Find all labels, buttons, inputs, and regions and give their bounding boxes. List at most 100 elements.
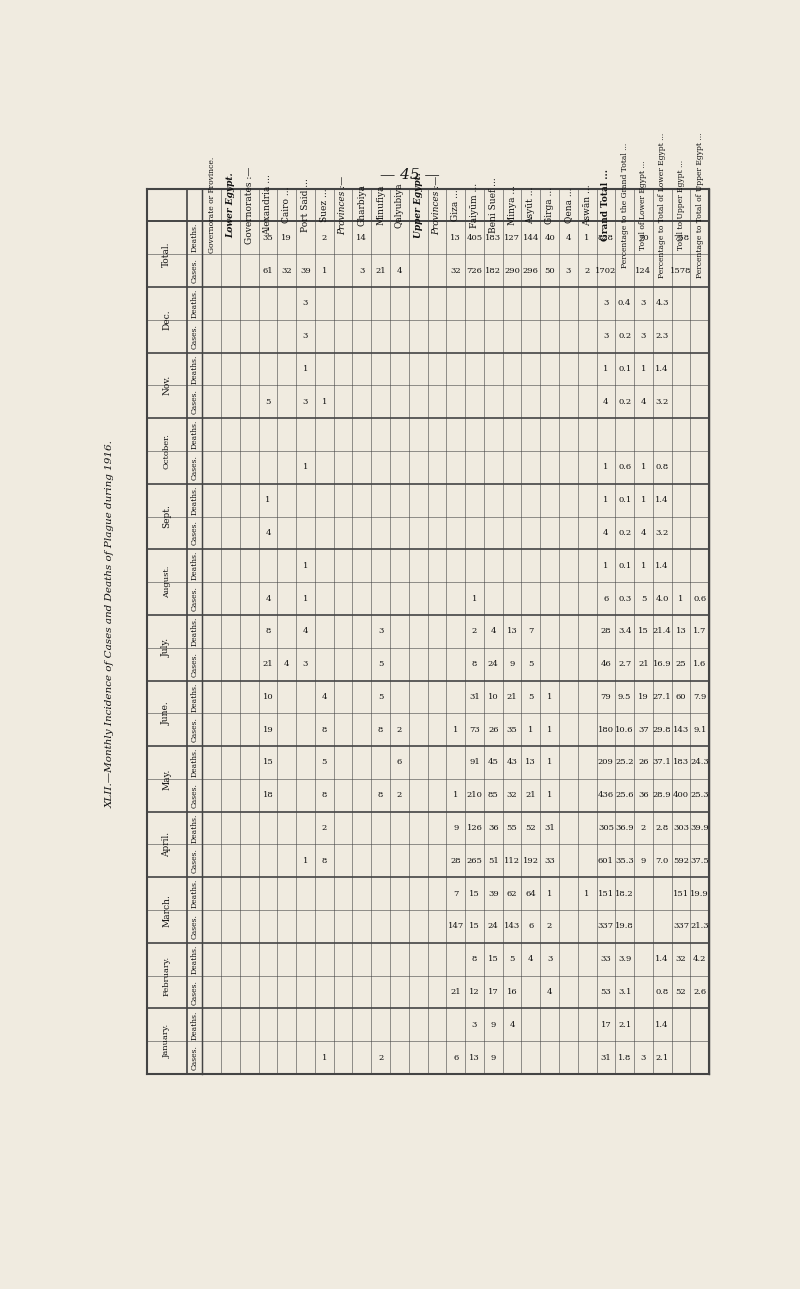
Text: 5: 5 xyxy=(266,398,270,406)
Text: Cairo ...: Cairo ... xyxy=(282,187,291,223)
Text: Provinces :—: Provinces :— xyxy=(433,175,442,235)
Text: 37.5: 37.5 xyxy=(690,857,709,865)
Text: 15: 15 xyxy=(488,955,498,963)
Text: 37.1: 37.1 xyxy=(653,758,671,767)
Text: 592: 592 xyxy=(673,857,689,865)
Text: 6: 6 xyxy=(603,594,609,602)
Text: 21: 21 xyxy=(450,989,461,996)
Text: 1.8: 1.8 xyxy=(618,1053,631,1062)
Text: 27.1: 27.1 xyxy=(653,693,671,701)
Text: Cases.: Cases. xyxy=(190,980,198,1004)
Text: 4: 4 xyxy=(528,955,534,963)
Text: 9.1: 9.1 xyxy=(693,726,706,733)
Text: 35: 35 xyxy=(262,233,274,242)
Text: 2: 2 xyxy=(322,233,327,242)
Text: 85: 85 xyxy=(488,791,498,799)
Text: 2: 2 xyxy=(322,824,327,833)
Text: 1: 1 xyxy=(641,463,646,472)
Text: 1: 1 xyxy=(547,693,552,701)
Text: 4: 4 xyxy=(397,267,402,275)
Text: 0.6: 0.6 xyxy=(694,594,706,602)
Text: 2.7: 2.7 xyxy=(618,660,631,668)
Text: 1: 1 xyxy=(303,463,308,472)
Text: Suez ...: Suez ... xyxy=(320,188,329,222)
Text: Total of Lower Egypt ...: Total of Lower Egypt ... xyxy=(639,160,647,250)
Text: Cases.: Cases. xyxy=(190,848,198,874)
Text: Upper Egypt.: Upper Egypt. xyxy=(414,171,422,238)
Text: 36: 36 xyxy=(638,791,649,799)
Text: 60: 60 xyxy=(676,693,686,701)
Text: 19.9: 19.9 xyxy=(690,889,709,897)
Text: 180: 180 xyxy=(598,726,614,733)
Text: Deaths.: Deaths. xyxy=(190,813,198,843)
Text: 16: 16 xyxy=(506,989,518,996)
Text: 1: 1 xyxy=(641,562,646,570)
Text: 14: 14 xyxy=(357,233,367,242)
Text: 0.1: 0.1 xyxy=(618,562,631,570)
Text: 436: 436 xyxy=(598,791,614,799)
Text: 1: 1 xyxy=(303,562,308,570)
Text: 28: 28 xyxy=(450,857,461,865)
Text: 15: 15 xyxy=(469,923,480,931)
Text: 124: 124 xyxy=(635,267,651,275)
Text: 1: 1 xyxy=(547,726,552,733)
Text: 3: 3 xyxy=(547,955,552,963)
Text: 3: 3 xyxy=(641,299,646,307)
Text: 33: 33 xyxy=(544,857,555,865)
Text: 1: 1 xyxy=(303,365,308,373)
Text: 1: 1 xyxy=(472,594,477,602)
Text: Governorates :—: Governorates :— xyxy=(245,166,254,244)
Text: 2: 2 xyxy=(585,267,590,275)
Text: Deaths.: Deaths. xyxy=(190,945,198,974)
Text: 51: 51 xyxy=(488,857,498,865)
Text: 2: 2 xyxy=(547,923,552,931)
Text: 29.8: 29.8 xyxy=(653,726,671,733)
Text: Asyūt ...: Asyūt ... xyxy=(526,187,535,224)
Text: Deaths.: Deaths. xyxy=(190,616,198,646)
Text: 25.2: 25.2 xyxy=(615,758,634,767)
Text: 1: 1 xyxy=(603,562,609,570)
Text: 726: 726 xyxy=(466,267,482,275)
Text: 4: 4 xyxy=(641,528,646,538)
Text: 2: 2 xyxy=(378,1053,383,1062)
Text: 337: 337 xyxy=(598,923,614,931)
Text: 0.3: 0.3 xyxy=(618,594,631,602)
Text: 3.4: 3.4 xyxy=(618,628,631,635)
Text: 1: 1 xyxy=(547,758,552,767)
Text: 13: 13 xyxy=(676,628,686,635)
Text: 24: 24 xyxy=(488,923,498,931)
Text: Cases.: Cases. xyxy=(190,782,198,808)
Text: 16.9: 16.9 xyxy=(653,660,671,668)
Text: 3: 3 xyxy=(303,333,308,340)
Text: 25.6: 25.6 xyxy=(615,791,634,799)
Text: 0.2: 0.2 xyxy=(618,398,631,406)
Text: Cases.: Cases. xyxy=(190,717,198,742)
Text: 3.9: 3.9 xyxy=(618,955,631,963)
Text: 25.3: 25.3 xyxy=(690,791,709,799)
Text: 1: 1 xyxy=(641,365,646,373)
Text: 1: 1 xyxy=(603,463,609,472)
Text: 5: 5 xyxy=(378,693,383,701)
Text: February.: February. xyxy=(162,955,170,995)
Text: 8: 8 xyxy=(322,857,327,865)
Text: 24: 24 xyxy=(488,660,498,668)
Text: May.: May. xyxy=(162,768,171,790)
Text: 0.2: 0.2 xyxy=(618,528,631,538)
Text: Deaths.: Deaths. xyxy=(190,486,198,514)
Text: 3: 3 xyxy=(603,299,609,307)
Text: 7.0: 7.0 xyxy=(655,857,669,865)
Text: 21: 21 xyxy=(526,791,536,799)
Text: 0.2: 0.2 xyxy=(618,333,631,340)
Text: 62: 62 xyxy=(506,889,518,897)
Text: Cases.: Cases. xyxy=(190,914,198,938)
Text: Cases.: Cases. xyxy=(190,324,198,348)
Text: April.: April. xyxy=(162,831,171,857)
Text: Alexandria ...: Alexandria ... xyxy=(263,174,273,236)
Text: Sept.: Sept. xyxy=(162,504,171,528)
Text: 18: 18 xyxy=(262,791,274,799)
Text: 8: 8 xyxy=(266,628,270,635)
Text: 4: 4 xyxy=(490,628,496,635)
Text: 26: 26 xyxy=(638,758,649,767)
Text: 13: 13 xyxy=(506,628,518,635)
Text: 19.8: 19.8 xyxy=(615,923,634,931)
